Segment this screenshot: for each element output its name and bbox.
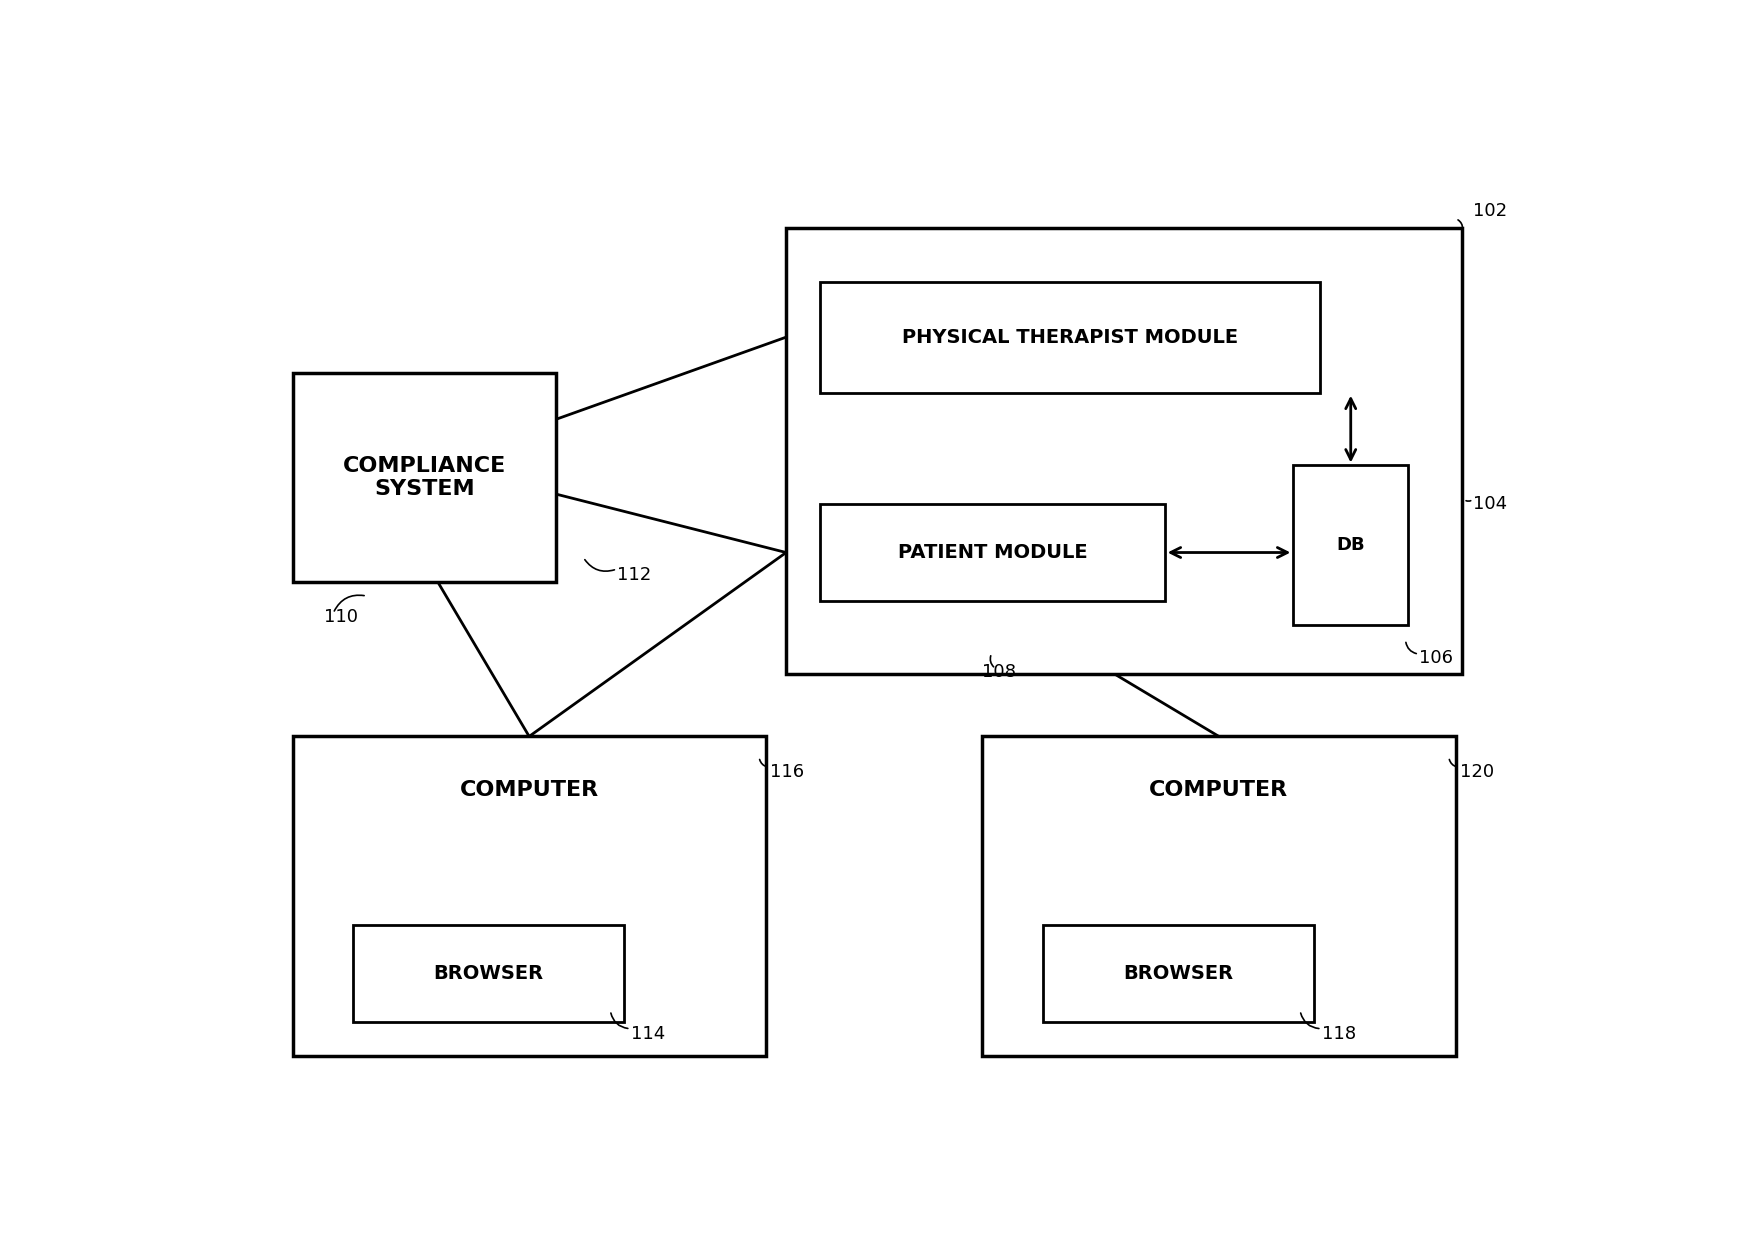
Text: 106: 106 (1419, 649, 1454, 667)
Text: 120: 120 (1459, 763, 1494, 781)
Text: PHYSICAL THERAPIST MODULE: PHYSICAL THERAPIST MODULE (902, 328, 1239, 347)
Text: 102: 102 (1473, 202, 1508, 220)
FancyBboxPatch shape (293, 373, 557, 582)
FancyBboxPatch shape (352, 925, 625, 1022)
Text: 116: 116 (770, 763, 804, 781)
FancyBboxPatch shape (820, 282, 1321, 392)
FancyBboxPatch shape (982, 737, 1455, 1056)
Text: COMPUTER: COMPUTER (1150, 779, 1288, 799)
Text: BROWSER: BROWSER (1124, 964, 1234, 983)
Text: 104: 104 (1473, 495, 1508, 513)
Text: COMPUTER: COMPUTER (459, 779, 599, 799)
FancyBboxPatch shape (1044, 925, 1314, 1022)
Text: 114: 114 (630, 1024, 665, 1042)
Text: 118: 118 (1321, 1024, 1356, 1042)
Text: COMPLIANCE
SYSTEM: COMPLIANCE SYSTEM (342, 456, 506, 499)
FancyBboxPatch shape (1293, 465, 1408, 625)
Text: DB: DB (1337, 537, 1365, 554)
FancyBboxPatch shape (820, 504, 1164, 601)
Text: BROWSER: BROWSER (433, 964, 544, 983)
FancyBboxPatch shape (293, 737, 766, 1056)
Text: PATIENT MODULE: PATIENT MODULE (897, 543, 1087, 562)
FancyBboxPatch shape (785, 229, 1462, 674)
Text: 110: 110 (323, 608, 358, 626)
Text: 112: 112 (618, 566, 651, 583)
Text: 108: 108 (982, 662, 1016, 680)
